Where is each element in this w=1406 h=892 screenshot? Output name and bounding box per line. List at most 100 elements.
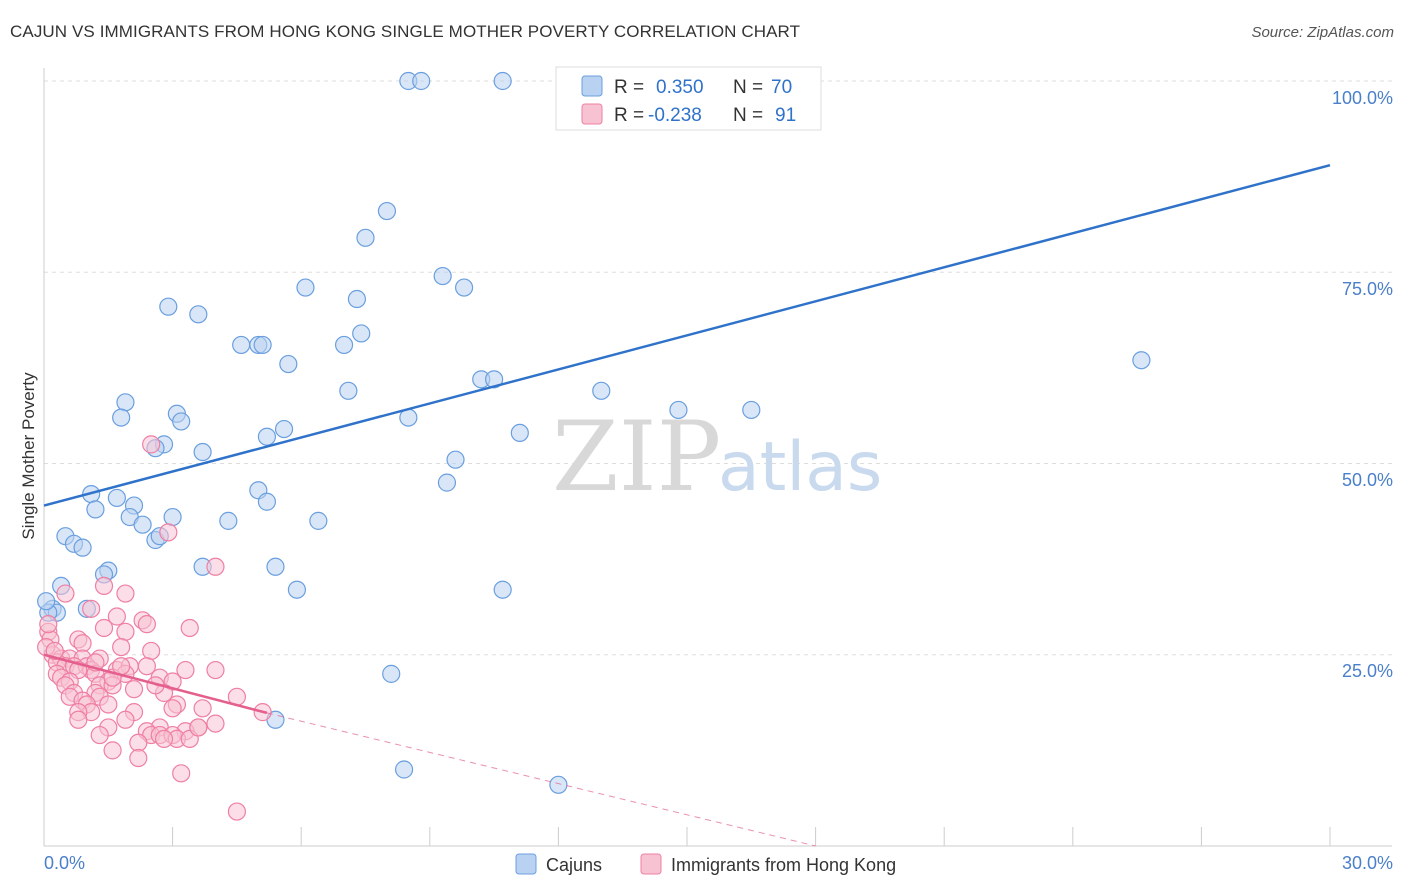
hongkong-point bbox=[142, 435, 161, 454]
cajuns-point bbox=[274, 419, 294, 439]
cajuns-point bbox=[116, 393, 135, 412]
stats-legend-n-label-cajuns: N = bbox=[733, 77, 763, 98]
cajuns-point bbox=[296, 278, 315, 297]
x-tick-label-max: 30.0% bbox=[1342, 853, 1393, 873]
axes bbox=[43, 68, 1392, 847]
hongkong-trend-extension bbox=[266, 712, 816, 847]
hongkong-point bbox=[159, 523, 178, 542]
y-tick-label-25: 25.0% bbox=[1342, 661, 1393, 681]
bottom-legend-swatch-cajuns bbox=[515, 853, 537, 875]
cajuns-point bbox=[266, 557, 285, 576]
hongkong-point bbox=[176, 660, 195, 680]
hongkong-trend-line bbox=[43, 653, 268, 715]
hongkong-point bbox=[90, 725, 109, 745]
bottom-legend: Cajuns Immigrants from Hong Kong bbox=[515, 853, 896, 875]
cajuns-point bbox=[334, 335, 354, 355]
cajuns-point bbox=[309, 511, 328, 530]
hongkong-point bbox=[56, 584, 75, 603]
hongkong-point bbox=[82, 599, 101, 618]
hongkong-point bbox=[103, 741, 122, 760]
stats-legend-swatch-cajuns bbox=[581, 75, 603, 97]
points-layer bbox=[37, 71, 1151, 821]
hongkong-point bbox=[124, 680, 144, 699]
y-axis-label: Single Mother Poverty bbox=[19, 372, 38, 540]
cajuns-point bbox=[433, 266, 452, 286]
watermark-zip: ZIP bbox=[552, 401, 721, 513]
bottom-legend-swatch-hongkong bbox=[640, 853, 662, 875]
hongkong-point bbox=[94, 618, 114, 638]
hongkong-point bbox=[180, 618, 199, 638]
cajuns-point bbox=[377, 201, 397, 221]
cajuns-point bbox=[232, 335, 251, 355]
cajuns-point bbox=[257, 427, 277, 446]
hongkong-point bbox=[206, 557, 225, 576]
bottom-legend-label-hongkong: Immigrants from Hong Kong bbox=[671, 855, 896, 875]
hongkong-point bbox=[163, 699, 182, 718]
hongkong-point bbox=[206, 660, 225, 680]
hongkong-point bbox=[99, 695, 118, 714]
cajuns-point bbox=[454, 278, 474, 297]
source-label: Source: ZipAtlas.com bbox=[1251, 24, 1394, 41]
chart-title: CAJUN VS IMMIGRANTS FROM HONG KONG SINGL… bbox=[10, 22, 801, 41]
cajuns-point bbox=[257, 492, 277, 511]
cajuns-point bbox=[437, 473, 457, 492]
cajuns-point bbox=[163, 507, 182, 527]
cajuns-point bbox=[253, 335, 272, 355]
x-tick-label-min: 0.0% bbox=[44, 853, 85, 873]
stats-legend-n-label-hongkong: N = bbox=[733, 105, 763, 126]
cajuns-point bbox=[159, 297, 178, 316]
cajuns-point bbox=[107, 488, 126, 508]
hongkong-point bbox=[129, 748, 148, 768]
cajuns-point bbox=[669, 400, 688, 420]
stats-legend-r-value-cajuns: 0.350 bbox=[656, 77, 704, 98]
y-tick-label-75: 75.0% bbox=[1342, 279, 1393, 299]
cajuns-point bbox=[549, 775, 568, 794]
cajuns-point bbox=[1132, 351, 1151, 370]
cajuns-point bbox=[133, 515, 152, 534]
cajuns-point bbox=[382, 664, 401, 683]
cajuns-point bbox=[493, 580, 512, 599]
cajuns-point bbox=[112, 408, 131, 427]
hongkong-point bbox=[69, 710, 88, 729]
cajuns-point bbox=[193, 442, 212, 462]
hongkong-point bbox=[129, 733, 148, 752]
cajuns-point bbox=[510, 423, 529, 442]
x-ticks bbox=[43, 827, 1331, 846]
cajuns-point bbox=[37, 592, 56, 611]
cajuns-point bbox=[339, 381, 358, 400]
hongkong-point bbox=[137, 615, 156, 634]
hongkong-point bbox=[39, 615, 58, 634]
stats-legend-swatch-hongkong bbox=[581, 103, 603, 125]
cajuns-point bbox=[189, 305, 208, 324]
cajuns-point bbox=[172, 412, 191, 431]
hongkong-point bbox=[116, 584, 135, 603]
hongkong-point bbox=[142, 641, 161, 661]
stats-legend: R = 0.350 N = 70 R = -0.238 N = 91 bbox=[555, 66, 822, 131]
cajuns-point bbox=[446, 450, 465, 469]
hongkong-point bbox=[116, 622, 135, 641]
hongkong-point bbox=[116, 710, 135, 729]
stats-legend-r-label-hongkong: R = bbox=[614, 105, 644, 126]
cajuns-point bbox=[352, 324, 371, 343]
hongkong-point bbox=[137, 657, 156, 676]
hongkong-point bbox=[189, 718, 208, 737]
bottom-legend-label-cajuns: Cajuns bbox=[546, 855, 602, 875]
cajuns-point bbox=[86, 500, 105, 519]
y-tick-labels: 100.0% 75.0% 50.0% 25.0% bbox=[1332, 88, 1393, 681]
cajuns-point bbox=[485, 370, 504, 389]
cajuns-point bbox=[73, 538, 92, 557]
hongkong-point bbox=[73, 634, 92, 653]
hongkong-point bbox=[227, 802, 246, 821]
hongkong-point bbox=[193, 699, 212, 718]
hongkong-point bbox=[107, 607, 126, 626]
y-tick-label-50: 50.0% bbox=[1342, 470, 1393, 490]
cajuns-point bbox=[287, 580, 307, 599]
cajuns-point bbox=[279, 354, 298, 374]
cajuns-point bbox=[347, 289, 367, 309]
cajuns-point bbox=[219, 511, 238, 530]
trend-layer bbox=[43, 163, 1331, 847]
stats-legend-n-value-cajuns: 70 bbox=[771, 77, 792, 98]
cajuns-point bbox=[412, 71, 431, 91]
cajuns-trend-line bbox=[43, 163, 1331, 507]
